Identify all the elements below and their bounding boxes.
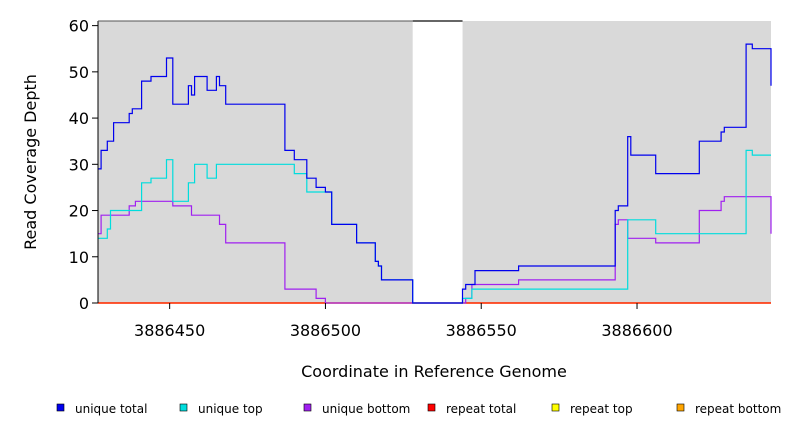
legend-label: unique bottom [322, 402, 410, 416]
legend-label: repeat bottom [695, 402, 781, 416]
y-tick-label: 10 [69, 248, 89, 267]
legend-swatch [179, 403, 188, 412]
x-tick-label: 3886550 [446, 321, 517, 340]
legend-swatch [676, 403, 685, 412]
legend-label: repeat total [446, 402, 516, 416]
legend-label: unique total [75, 402, 147, 416]
x-tick-label: 3886500 [290, 321, 361, 340]
legend-swatch [551, 403, 560, 412]
y-tick-label: 20 [69, 202, 89, 221]
x-ticks: 3886450 3886500 3886550 3886600 [134, 303, 673, 340]
legend-label: unique top [198, 402, 263, 416]
legend-swatch [427, 403, 436, 412]
y-tick-label: 60 [69, 17, 89, 36]
legend-swatch [303, 403, 312, 412]
legend: unique total unique top unique bottom repea… [56, 402, 781, 416]
x-tick-label: 3886600 [601, 321, 672, 340]
x-axis-title: Coordinate in Reference Genome [301, 362, 567, 381]
y-tick-label: 0 [79, 294, 89, 313]
x-tick-label: 3886450 [134, 321, 205, 340]
y-tick-label: 50 [69, 63, 89, 82]
axes [97, 20, 463, 303]
y-axis-title: Read Coverage Depth [21, 74, 40, 250]
y-tick-label: 40 [69, 109, 89, 128]
legend-label: repeat top [570, 402, 633, 416]
y-ticks: 0 10 20 30 40 50 60 [69, 17, 98, 313]
y-tick-label: 30 [69, 155, 89, 174]
series-line-unique-total [98, 43, 772, 304]
legend-swatch [56, 403, 65, 412]
gap-region [412, 21, 463, 303]
